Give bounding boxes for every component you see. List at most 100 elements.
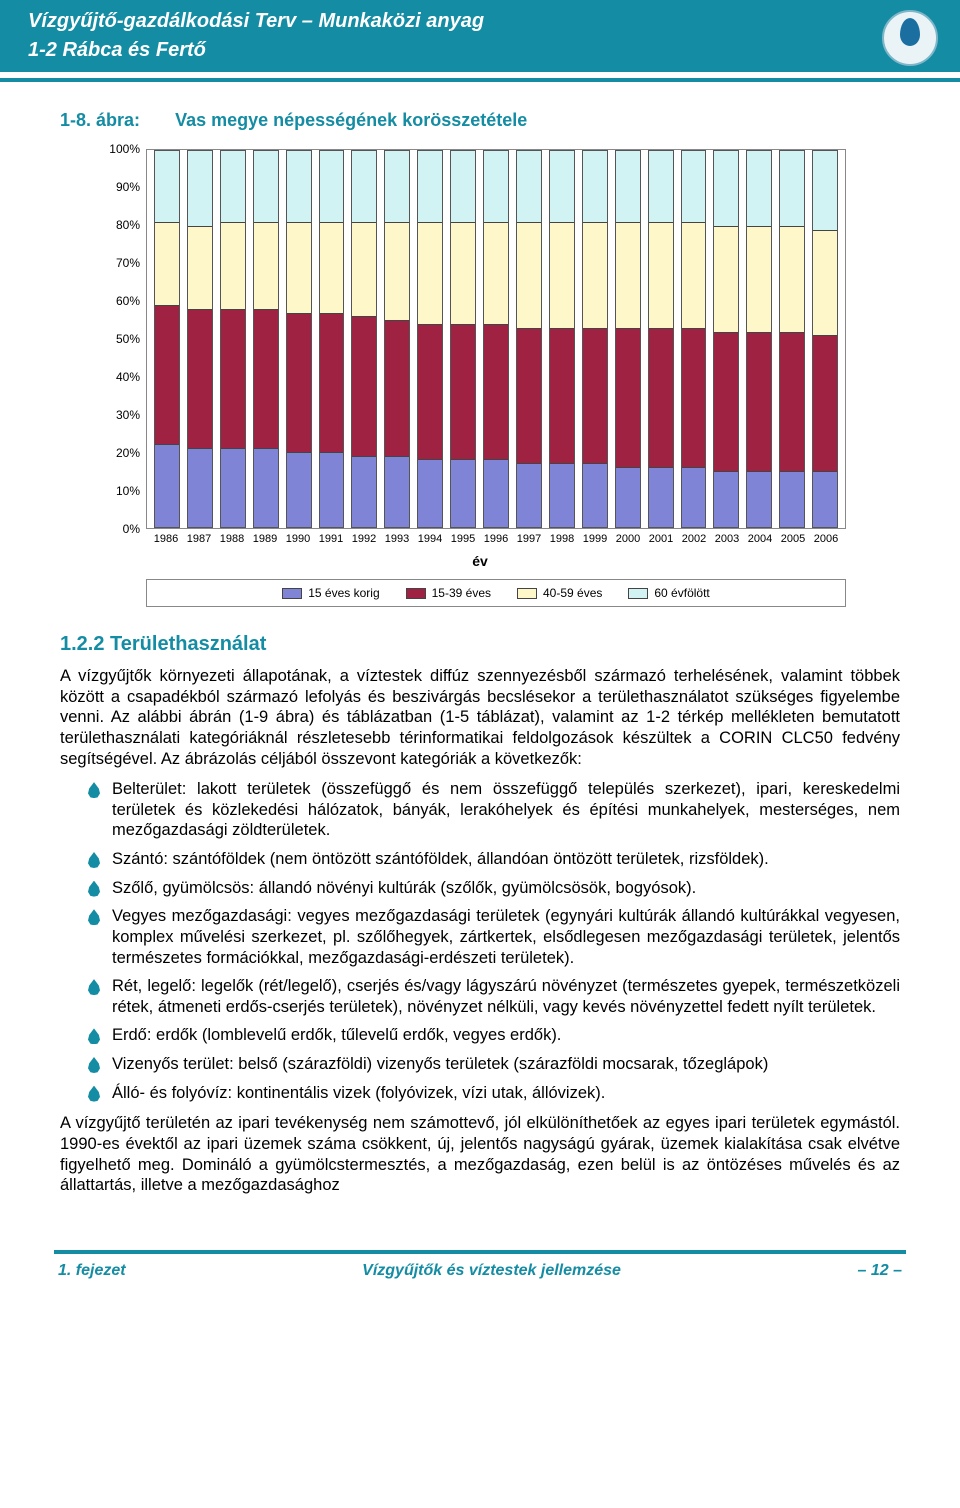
bar-segment xyxy=(649,222,673,327)
bar-segment xyxy=(188,448,212,527)
bar-segment xyxy=(682,222,706,327)
bar-segment xyxy=(583,328,607,463)
list-item: Vizenyős terület: belső (szárazföldi) vi… xyxy=(88,1054,900,1075)
footer-right: – 12 – xyxy=(858,1262,902,1280)
x-tick: 2003 xyxy=(714,533,740,545)
bar-column xyxy=(779,150,805,528)
x-tick: 2004 xyxy=(747,533,773,545)
bar-segment xyxy=(484,459,508,527)
bar-segment xyxy=(747,151,771,226)
bar-column xyxy=(746,150,772,528)
x-tick: 1998 xyxy=(549,533,575,545)
category-list: Belterület: lakott területek (összefüggő… xyxy=(60,779,900,1103)
bar-segment xyxy=(451,459,475,527)
x-tick: 1991 xyxy=(318,533,344,545)
bar-segment xyxy=(254,222,278,308)
bar-segment xyxy=(320,222,344,312)
bar-segment xyxy=(616,328,640,467)
x-tick: 1988 xyxy=(219,533,245,545)
bar-segment xyxy=(550,328,574,463)
bar-column xyxy=(220,150,246,528)
x-tick: 2000 xyxy=(615,533,641,545)
bar-segment xyxy=(583,222,607,327)
chart-legend: 15 éves korig 15-39 éves 40-59 éves 60 évfö… xyxy=(146,579,846,607)
x-axis: 1986198719881989199019911992199319941995… xyxy=(146,529,846,545)
bar-segment xyxy=(385,151,409,222)
x-tick: 1992 xyxy=(351,533,377,545)
legend-label: 40-59 éves xyxy=(543,586,602,600)
legend-label: 60 évfölött xyxy=(654,586,709,600)
bar-segment xyxy=(813,230,837,335)
bar-segment xyxy=(254,309,278,448)
bar-column xyxy=(154,150,180,528)
x-tick: 1987 xyxy=(186,533,212,545)
bar-segment xyxy=(780,332,804,471)
bar-segment xyxy=(418,324,442,459)
bar-segment xyxy=(287,452,311,527)
bar-segment xyxy=(550,463,574,527)
bar-segment xyxy=(188,309,212,448)
bar-segment xyxy=(221,151,245,222)
bar-segment xyxy=(517,463,541,527)
bar-segment xyxy=(287,151,311,222)
bar-segment xyxy=(616,151,640,222)
bar-column xyxy=(384,150,410,528)
bar-column xyxy=(187,150,213,528)
legend-label: 15-39 éves xyxy=(432,586,491,600)
bar-segment xyxy=(747,471,771,527)
page-body: 1-8. ábra: Vas megye népességének koröss… xyxy=(0,82,960,1226)
x-tick: 1996 xyxy=(483,533,509,545)
bar-segment xyxy=(320,452,344,527)
bar-segment xyxy=(385,456,409,527)
bar-segment xyxy=(780,226,804,331)
x-tick: 1986 xyxy=(153,533,179,545)
bar-segment xyxy=(747,226,771,331)
x-tick: 2005 xyxy=(780,533,806,545)
list-item: Álló- és folyóvíz: kontinentális vizek (… xyxy=(88,1083,900,1104)
legend-label: 15 éves korig xyxy=(308,586,379,600)
bar-column xyxy=(253,150,279,528)
chart-axes: 100%90%80%70%60%50%40%30%20%10%0% xyxy=(100,149,860,529)
bar-segment xyxy=(155,151,179,222)
x-tick: 1999 xyxy=(582,533,608,545)
list-item: Rét, legelő: legelők (rét/legelő), cserj… xyxy=(88,976,900,1017)
figure-caption: 1-8. ábra: Vas megye népességének koröss… xyxy=(60,110,900,131)
footer-center: Vízgyűjtők és víztestek jellemzése xyxy=(126,1262,858,1280)
bar-segment xyxy=(550,222,574,327)
bar-segment xyxy=(320,151,344,222)
bar-column xyxy=(483,150,509,528)
header-title: Vízgyűjtő-gazdálkodási Terv – Munkaközi … xyxy=(28,10,918,33)
bar-column xyxy=(417,150,443,528)
bar-segment xyxy=(254,151,278,222)
section-title: Területhasználat xyxy=(110,633,266,655)
bar-segment xyxy=(451,324,475,459)
bar-segment xyxy=(221,222,245,308)
bar-column xyxy=(450,150,476,528)
bar-segment xyxy=(714,332,738,471)
bar-segment xyxy=(813,151,837,230)
bar-segment xyxy=(813,471,837,527)
bar-segment xyxy=(813,335,837,470)
bar-column xyxy=(615,150,641,528)
list-item: Szántó: szántóföldek (nem öntözött szánt… xyxy=(88,849,900,870)
page-footer: 1. fejezet Vízgyűjtők és víztestek jelle… xyxy=(0,1262,960,1294)
figure-number: 1-8. ábra: xyxy=(60,110,140,130)
bar-segment xyxy=(714,226,738,331)
bar-segment xyxy=(780,151,804,226)
bar-segment xyxy=(616,222,640,327)
bar-segment xyxy=(155,305,179,444)
bar-segment xyxy=(188,226,212,309)
bar-segment xyxy=(352,316,376,455)
bar-segment xyxy=(714,151,738,226)
bar-segment xyxy=(155,444,179,527)
page-header: Vízgyűjtő-gazdálkodási Terv – Munkaközi … xyxy=(0,0,960,72)
bar-column xyxy=(648,150,674,528)
bar-segment xyxy=(352,151,376,222)
bar-segment xyxy=(517,151,541,222)
bar-segment xyxy=(484,324,508,459)
bar-segment xyxy=(221,309,245,448)
legend-swatch-icon xyxy=(282,588,302,599)
bar-segment xyxy=(616,467,640,527)
list-item: Belterület: lakott területek (összefüggő… xyxy=(88,779,900,841)
paragraph-outro: A vízgyűjtő területén az ipari tevékenys… xyxy=(60,1113,900,1196)
